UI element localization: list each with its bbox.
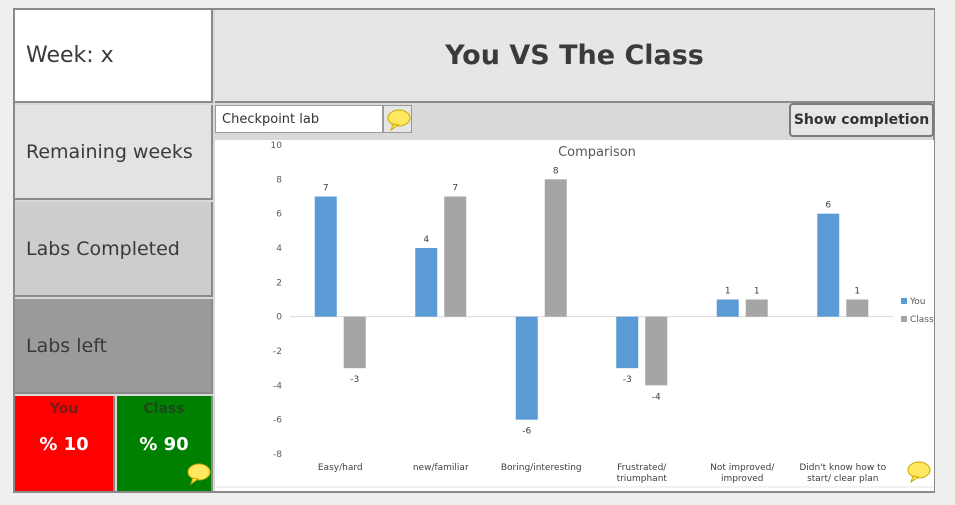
x-category-label: new/familiar — [413, 463, 469, 473]
x-category-label: Not improved/ — [710, 463, 775, 473]
data-label: -4 — [652, 392, 661, 402]
data-label: 8 — [553, 166, 559, 176]
data-label: -3 — [350, 375, 359, 385]
bar-you — [817, 213, 840, 317]
x-category-label: Frustrated/ — [617, 463, 667, 473]
week-label: Week: x — [15, 10, 213, 103]
bar-you — [716, 299, 739, 317]
lab-dropdown-button[interactable] — [383, 105, 412, 133]
class-completion-box: Class % 90 — [117, 396, 213, 491]
chart-title: Comparison — [558, 145, 636, 160]
data-label: -6 — [522, 427, 531, 437]
you-value: % 10 — [39, 434, 89, 455]
x-category-label: improved — [721, 474, 764, 484]
legend-swatch-class — [901, 316, 907, 322]
bar-class — [846, 299, 869, 317]
bar-you — [415, 248, 438, 317]
y-tick-label: 2 — [276, 278, 282, 288]
bar-you — [515, 316, 538, 420]
bar-class — [745, 299, 768, 317]
remaining-weeks-panel: Remaining weeks — [15, 105, 213, 200]
comment-icon[interactable] — [906, 460, 932, 484]
y-tick-label: -8 — [273, 450, 282, 460]
bar-you — [616, 316, 639, 369]
show-completion-button[interactable]: Show completion — [789, 103, 934, 137]
comment-icon[interactable] — [186, 462, 212, 486]
labs-left-panel: Labs left — [15, 299, 213, 394]
bar-class — [444, 196, 467, 317]
x-category-label: Easy/hard — [318, 463, 363, 473]
y-tick-label: 8 — [276, 175, 282, 185]
y-tick-label: -6 — [273, 416, 282, 426]
bar-class — [544, 179, 567, 317]
x-category-label: Didn't know how to — [799, 463, 886, 473]
bar-you — [314, 196, 337, 317]
labs-completed-panel: Labs Completed — [15, 202, 213, 297]
y-tick-label: -4 — [273, 381, 282, 391]
page-title: You VS The Class — [215, 10, 934, 103]
x-category-label: start/ clear plan — [807, 474, 878, 484]
data-label: 4 — [423, 235, 429, 245]
legend-label: Class — [910, 315, 934, 325]
legend-swatch-you — [901, 298, 907, 304]
comparison-chart: Comparison 10 8 6 4 2 0 -2 -4 -6 -8 7 -3 Easy/hard 4 7 n… — [215, 141, 934, 488]
comparison-chart-area: Comparison 10 8 6 4 2 0 -2 -4 -6 -8 7 -3 Easy/hard 4 7 n… — [215, 140, 934, 491]
you-label: You — [49, 401, 79, 417]
you-completion-box: You % 10 — [15, 396, 115, 491]
data-label: 1 — [725, 287, 731, 297]
y-tick-label: -2 — [273, 347, 282, 357]
data-label: 1 — [754, 287, 760, 297]
x-category-label: triumphant — [617, 474, 668, 484]
x-category-label: Boring/interesting — [501, 463, 582, 473]
y-tick-label: 6 — [276, 210, 282, 220]
data-label: 7 — [452, 184, 458, 194]
data-label: 1 — [854, 287, 860, 297]
class-label: Class — [143, 401, 185, 417]
bar-class — [645, 316, 668, 386]
data-label: 6 — [825, 201, 831, 211]
bar-class — [343, 316, 366, 369]
data-label: -3 — [623, 375, 632, 385]
y-tick-label: 0 — [276, 313, 282, 323]
class-value: % 90 — [139, 434, 189, 455]
y-tick-label: 10 — [271, 141, 283, 151]
data-label: 7 — [323, 184, 329, 194]
lab-select[interactable]: Checkpoint lab — [215, 105, 383, 133]
y-tick-label: 4 — [276, 244, 282, 254]
legend-label: You — [909, 297, 926, 307]
comment-icon — [387, 109, 411, 132]
